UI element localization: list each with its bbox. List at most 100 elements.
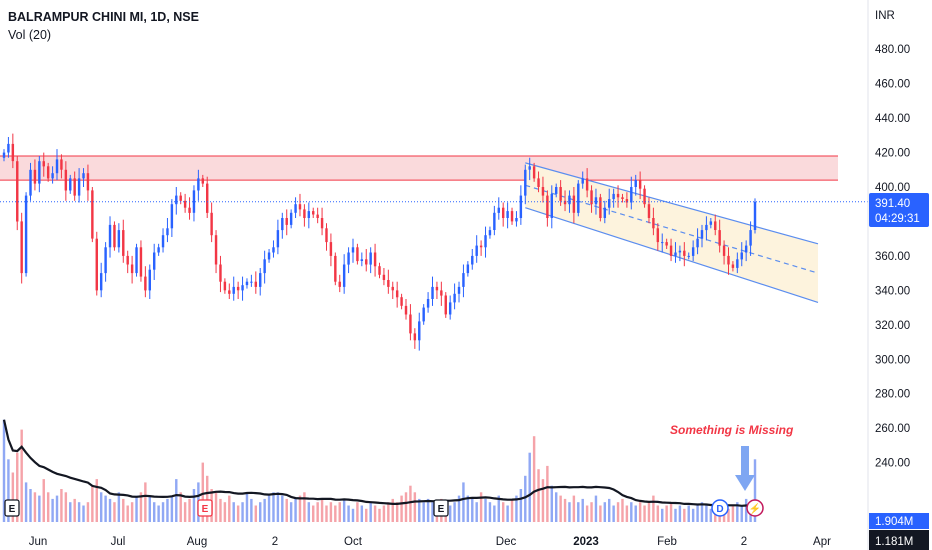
time-axis[interactable]: Jun Jul Aug 2 Oct Dec 2023 Feb 2 Apr	[29, 536, 831, 548]
candle-body	[166, 228, 169, 236]
candle-body	[753, 201, 757, 230]
candle-body	[126, 255, 129, 265]
candle-body	[263, 259, 266, 274]
volume-bar	[510, 498, 514, 522]
candle-body	[599, 197, 602, 218]
candle-body	[347, 252, 350, 265]
candle-body	[404, 305, 408, 315]
volume-bar	[550, 485, 553, 522]
volume-bar	[294, 498, 297, 522]
candle-body	[475, 245, 478, 256]
candle-body	[683, 250, 686, 256]
candle-body	[740, 252, 743, 260]
candle-body	[484, 235, 487, 248]
currency-label: INR	[875, 10, 895, 22]
price-tick-label: 480.00	[875, 44, 910, 56]
annotation[interactable]: Something is Missing	[670, 423, 794, 491]
volume-bar	[563, 498, 567, 522]
candle-body	[621, 197, 624, 199]
candle-body	[537, 178, 540, 187]
candle-body	[541, 187, 545, 196]
candle-body	[550, 193, 553, 218]
volume-bar	[113, 502, 116, 522]
channel-upper-line	[525, 162, 819, 245]
candle-body	[108, 224, 112, 248]
candle-body	[608, 199, 611, 208]
candle-body	[157, 247, 160, 253]
volume-bar	[705, 505, 708, 522]
candle-body	[435, 286, 439, 291]
volume-bar	[537, 469, 540, 522]
earnings-icon[interactable]: E	[433, 499, 449, 517]
candle-body	[365, 259, 368, 265]
volume-bar	[82, 505, 85, 522]
candle-body	[519, 195, 523, 218]
earnings-icon[interactable]: E	[197, 499, 213, 517]
candle-body	[409, 314, 412, 334]
candle-body	[647, 204, 651, 218]
candle-body	[440, 290, 443, 296]
earnings-icon[interactable]: E	[4, 499, 20, 517]
candle-body	[24, 195, 28, 274]
volume-bar	[11, 472, 15, 522]
volume-ma-tag-value: 1.181M	[875, 536, 913, 548]
price-tick-label: 340.00	[875, 285, 910, 297]
candle-body	[524, 169, 527, 196]
candle-body	[175, 195, 178, 205]
chart-legend: BALRAMPUR CHINI MI, 1D, NSE Vol (20)	[8, 9, 199, 43]
candle-body	[630, 187, 633, 203]
volume-bar	[289, 502, 293, 522]
candle-body	[515, 218, 518, 222]
candle-body	[236, 286, 240, 291]
candle-body	[334, 255, 337, 282]
time-tick-label: 2023	[573, 536, 599, 548]
volume-bar	[232, 502, 235, 522]
volume-bar	[334, 505, 337, 522]
candle-body	[603, 207, 607, 218]
candle-body	[462, 273, 465, 287]
volume-bar	[638, 502, 642, 522]
candle-body	[431, 286, 434, 299]
resistance-zone[interactable]	[0, 155, 838, 181]
candle-body	[16, 161, 19, 222]
volume-bar	[395, 502, 399, 522]
event-markers[interactable]: E E E D ⚡	[4, 499, 764, 517]
candle-body	[687, 255, 690, 257]
price-tick-label: 260.00	[875, 423, 910, 435]
price-axis[interactable]: 480.00460.00440.00420.00400.00380.00360.…	[875, 44, 910, 469]
svg-text:E: E	[9, 504, 16, 515]
volume-bar	[214, 492, 218, 522]
symbol-title[interactable]: BALRAMPUR CHINI MI, 1D, NSE	[8, 10, 199, 24]
candle-body	[594, 197, 598, 205]
volume-bar	[590, 502, 593, 522]
volume-tag-value: 1.904M	[875, 516, 913, 528]
candle-body	[731, 264, 735, 268]
volume-bar	[528, 452, 531, 522]
candle-body	[73, 178, 76, 196]
volume-bar	[581, 498, 584, 522]
candle-body	[453, 293, 456, 303]
volume-bar	[599, 505, 602, 522]
candle-body	[625, 199, 629, 203]
candle-body	[338, 281, 341, 287]
volume-bar	[674, 508, 677, 522]
candle-body	[652, 218, 655, 229]
volume-bar	[687, 505, 690, 522]
volume-bar	[298, 495, 302, 522]
volume-bar	[51, 498, 54, 522]
volume-bar	[267, 495, 271, 522]
candle-body	[161, 235, 165, 248]
volume-bar	[661, 508, 664, 522]
candle-body	[585, 178, 589, 191]
candle-body	[312, 211, 315, 215]
volume-bar	[285, 498, 288, 522]
candle-body	[91, 190, 94, 239]
volume-bar	[316, 502, 319, 522]
descending-channel[interactable]	[525, 162, 819, 303]
dividend-icon[interactable]: D	[711, 499, 729, 517]
candle-body	[493, 212, 496, 230]
volume-indicator-label[interactable]: Vol (20)	[8, 28, 52, 42]
split-icon[interactable]: ⚡	[746, 499, 764, 517]
candle-body	[656, 228, 660, 243]
